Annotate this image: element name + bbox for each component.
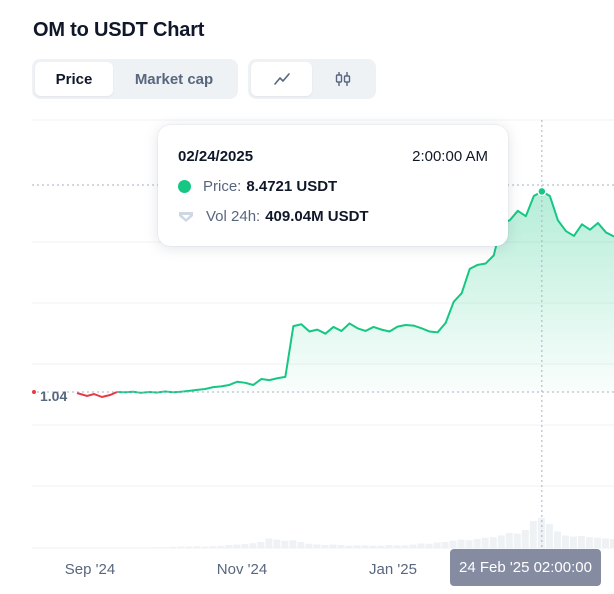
volume-bar xyxy=(297,542,305,548)
tooltip-volume-row: Vol 24h: 409.04M USDT xyxy=(178,208,369,225)
volume-bar xyxy=(177,546,185,548)
chart-type-toggle xyxy=(248,59,376,99)
volume-bar xyxy=(137,547,145,548)
volume-bar xyxy=(601,538,609,548)
tooltip-volume-value: 409.04M USDT xyxy=(265,208,369,225)
volume-bar xyxy=(217,545,225,548)
volume-bar xyxy=(425,543,433,548)
volume-bar xyxy=(385,545,393,548)
volume-bar xyxy=(353,545,361,548)
volume-bar xyxy=(537,518,545,548)
volume-bar xyxy=(161,547,169,548)
metric-toggle: Price Market cap xyxy=(32,59,238,99)
tooltip-price-value: 8.4721 USDT xyxy=(246,178,338,195)
line-chart-icon xyxy=(273,73,290,85)
volume-bar xyxy=(185,546,193,548)
volume-bar xyxy=(153,547,161,548)
volume-bar xyxy=(465,540,473,548)
tooltip-date: 02/24/2025 xyxy=(178,148,254,165)
tooltip-time: 2:00:00 AM xyxy=(412,148,488,165)
volume-bar xyxy=(361,545,369,548)
volume-bar xyxy=(209,546,217,548)
candlestick-button[interactable] xyxy=(312,62,373,96)
volume-bar xyxy=(441,542,449,548)
price-dot-icon xyxy=(178,180,191,193)
volume-bar xyxy=(489,537,497,548)
volume-bar xyxy=(369,545,377,548)
volume-bar xyxy=(585,537,593,548)
volume-icon xyxy=(179,211,193,222)
line-chart-button[interactable] xyxy=(251,62,312,96)
volume-bar xyxy=(345,545,353,548)
tooltip-volume-label: Vol 24h: xyxy=(206,208,261,225)
volume-bar xyxy=(305,543,313,548)
volume-bar xyxy=(513,533,521,548)
baseline-marker-dot xyxy=(32,390,36,394)
volume-bar xyxy=(265,538,273,548)
volume-bar xyxy=(241,544,249,548)
volume-bar xyxy=(273,539,281,548)
volume-bar xyxy=(433,542,441,548)
volume-bar xyxy=(112,547,121,548)
x-tick-label: Sep '24 xyxy=(64,561,116,578)
volume-bar xyxy=(281,540,289,548)
volume-bar xyxy=(145,547,153,548)
volume-bar xyxy=(609,539,614,548)
candlestick-icon xyxy=(335,72,350,86)
volume-bar xyxy=(473,539,481,548)
volume-bar xyxy=(553,531,561,548)
volume-bar xyxy=(129,547,137,548)
volume-bar xyxy=(505,533,513,548)
volume-bar xyxy=(417,543,425,548)
volume-bar xyxy=(529,521,537,548)
x-tick-label: Jan '25 xyxy=(369,561,417,578)
volume-bar xyxy=(449,540,457,548)
volume-bar xyxy=(545,524,553,548)
volume-bar xyxy=(409,544,417,548)
volume-bar xyxy=(457,539,465,548)
price-area xyxy=(117,191,614,393)
price-line xyxy=(116,190,614,394)
volume-bar xyxy=(337,545,345,548)
x-hover-label: 24 Feb '25 02:00:00 xyxy=(450,549,601,586)
volume-bar xyxy=(577,536,585,548)
volume-bar xyxy=(329,544,337,548)
volume-bar xyxy=(321,545,329,548)
volume-bar xyxy=(169,546,177,548)
price-marker-label: 1.04 xyxy=(40,388,68,404)
volume-bar xyxy=(481,537,489,548)
volume-bar xyxy=(561,535,569,548)
volume-bar xyxy=(377,545,385,548)
volume-bar xyxy=(393,545,401,548)
tooltip-price-label: Price: xyxy=(203,178,242,195)
volume-bar xyxy=(257,542,265,548)
page-title: OM to USDT Chart xyxy=(33,19,205,41)
volume-bar xyxy=(289,540,297,548)
chart-tooltip: 02/24/2025 2:00:00 AM Price: 8.4721 USDT… xyxy=(158,125,508,246)
volume-bar xyxy=(249,543,257,548)
volume-bar xyxy=(313,544,321,548)
volume-bar xyxy=(497,535,505,548)
volume-bar xyxy=(401,545,409,548)
tab-price[interactable]: Price xyxy=(35,62,113,96)
tab-market-cap[interactable]: Market cap xyxy=(134,70,214,88)
volume-bar xyxy=(201,546,209,548)
hover-point xyxy=(537,186,547,197)
volume-bar xyxy=(121,547,129,548)
tooltip-price-row: Price: 8.4721 USDT xyxy=(178,178,337,195)
volume-bar xyxy=(521,530,529,548)
volume-bar xyxy=(225,545,233,548)
volume-bar xyxy=(233,544,241,548)
volume-bar xyxy=(593,537,601,548)
volume-bar xyxy=(193,546,201,548)
price-line-down xyxy=(76,391,118,399)
x-tick-label: Nov '24 xyxy=(216,561,268,578)
volume-bar xyxy=(569,536,577,548)
